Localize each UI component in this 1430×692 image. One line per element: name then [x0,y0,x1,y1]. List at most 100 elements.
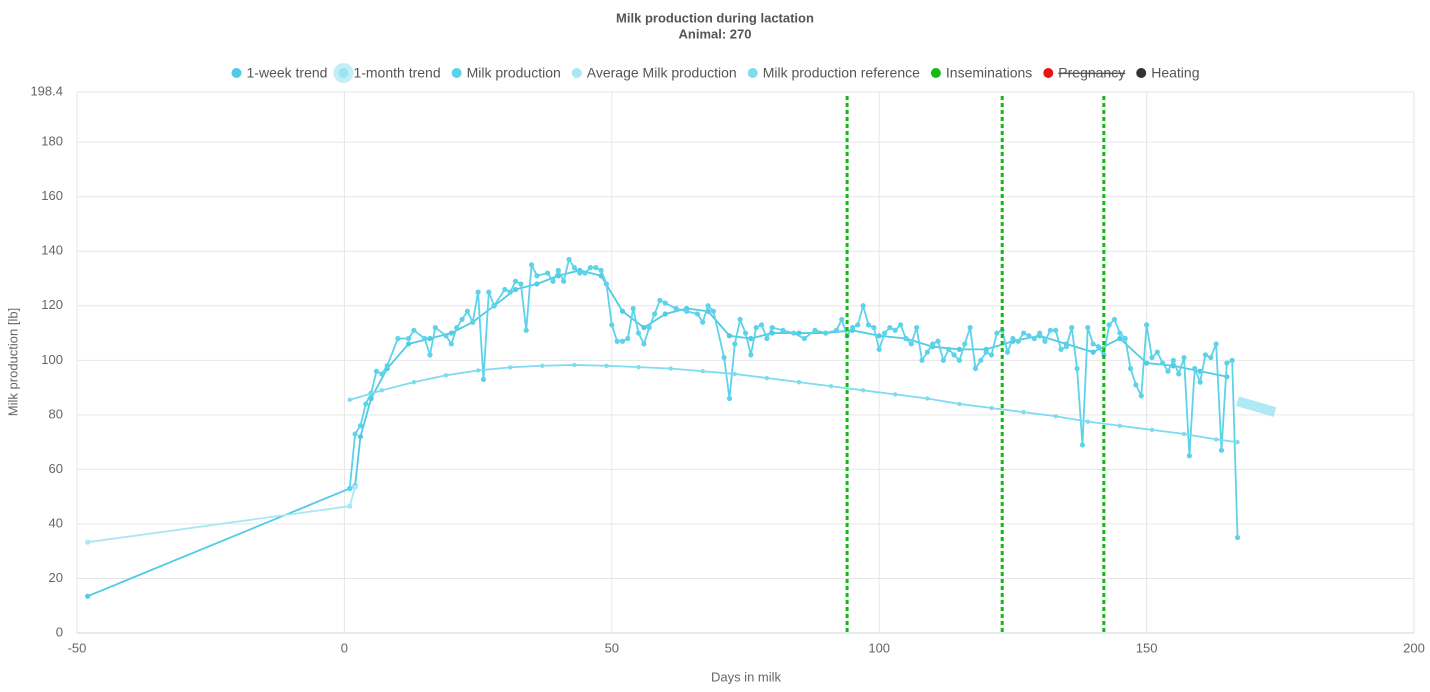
legend-marker [930,68,941,78]
data-point [1020,330,1027,336]
data-point [475,368,481,373]
data-point [566,256,572,263]
data-point [957,401,962,407]
data-point [1079,442,1086,448]
legend-item[interactable]: Heating [1136,65,1199,81]
x-tick-label: 150 [1136,640,1158,655]
data-point [1010,335,1016,342]
y-axis-label: Milk production [lb] [5,308,20,416]
data-point [892,327,898,333]
x-tick-label: 50 [605,640,619,655]
data-point [1202,352,1209,358]
data-point [705,303,711,309]
data-point [925,396,930,401]
legend-item[interactable]: 1-month trend [333,63,441,83]
data-point [464,308,471,314]
legend-item[interactable]: Average Milk production [571,65,737,81]
data-point [876,346,882,353]
series-line [87,269,1227,598]
data-point [384,363,390,369]
y-tick-label: 160 [41,188,63,203]
y-tick-label: 20 [49,570,63,585]
data-point [475,289,481,295]
data-point [443,373,449,378]
data-point [1026,333,1032,339]
data-point [534,273,540,279]
data-point [491,303,497,309]
data-point [347,503,353,509]
data-point [737,316,743,323]
data-point [930,341,936,347]
data-point [427,335,433,342]
data-point [587,265,594,271]
data-point [571,265,577,271]
data-point [422,335,428,342]
data-point [956,357,963,363]
data-point [769,324,775,331]
y-tick-label: 180 [41,134,63,149]
data-point [1149,427,1155,433]
data-point [673,305,679,312]
data-point [1208,354,1214,361]
legend-item[interactable]: Inseminations [930,65,1032,81]
data-point [1053,414,1058,419]
data-point [1004,349,1011,355]
legend-item[interactable]: Milk production reference [747,65,920,81]
data-point [561,278,567,284]
data-point [1192,365,1198,372]
series-line [1236,396,1277,417]
legend-marker [1136,68,1147,78]
data-point [1234,534,1241,541]
legend-marker [1043,68,1054,78]
data-point [1085,419,1090,424]
data-point [352,484,358,490]
data-point [352,431,358,437]
data-point [764,375,770,381]
data-point [849,324,856,331]
data-point [357,423,364,429]
data-point [598,267,604,273]
data-point [641,341,647,347]
data-point [373,368,380,374]
data-point [411,379,417,385]
legend-item[interactable]: 1-week trend [231,65,328,81]
data-point [887,324,893,331]
data-point [646,324,652,331]
data-point [1111,316,1118,323]
data-point [732,371,738,377]
data-point [1090,341,1096,347]
data-point [972,365,979,372]
data-point [555,267,561,273]
data-point [379,371,385,377]
data-point [1117,330,1123,336]
data-point [1197,379,1203,385]
data-point [823,330,829,336]
legend-item[interactable]: Milk production [451,65,561,81]
legend-label: Average Milk production [587,65,737,81]
legend-label: Milk production reference [763,65,920,81]
legend-item[interactable]: Pregnancy [1043,65,1125,81]
data-point [395,335,401,342]
data-point [1181,431,1187,437]
data-point [1106,322,1112,328]
data-point [962,341,968,347]
legend-label: Milk production [467,65,561,81]
data-point [1224,360,1230,366]
data-point [572,362,577,368]
data-point [742,330,749,336]
data-point [951,352,957,358]
data-point [764,335,770,342]
data-point [470,319,476,325]
data-point [1154,349,1160,355]
data-point [609,322,615,328]
data-point [379,388,385,393]
data-point [507,365,513,370]
data-point [534,281,540,287]
data-point [989,405,994,411]
data-point [946,346,952,353]
data-point [619,308,626,314]
data-point [1160,360,1166,366]
data-point [550,278,556,284]
x-axis-label: Days in milk [711,669,782,684]
data-point [651,311,658,317]
